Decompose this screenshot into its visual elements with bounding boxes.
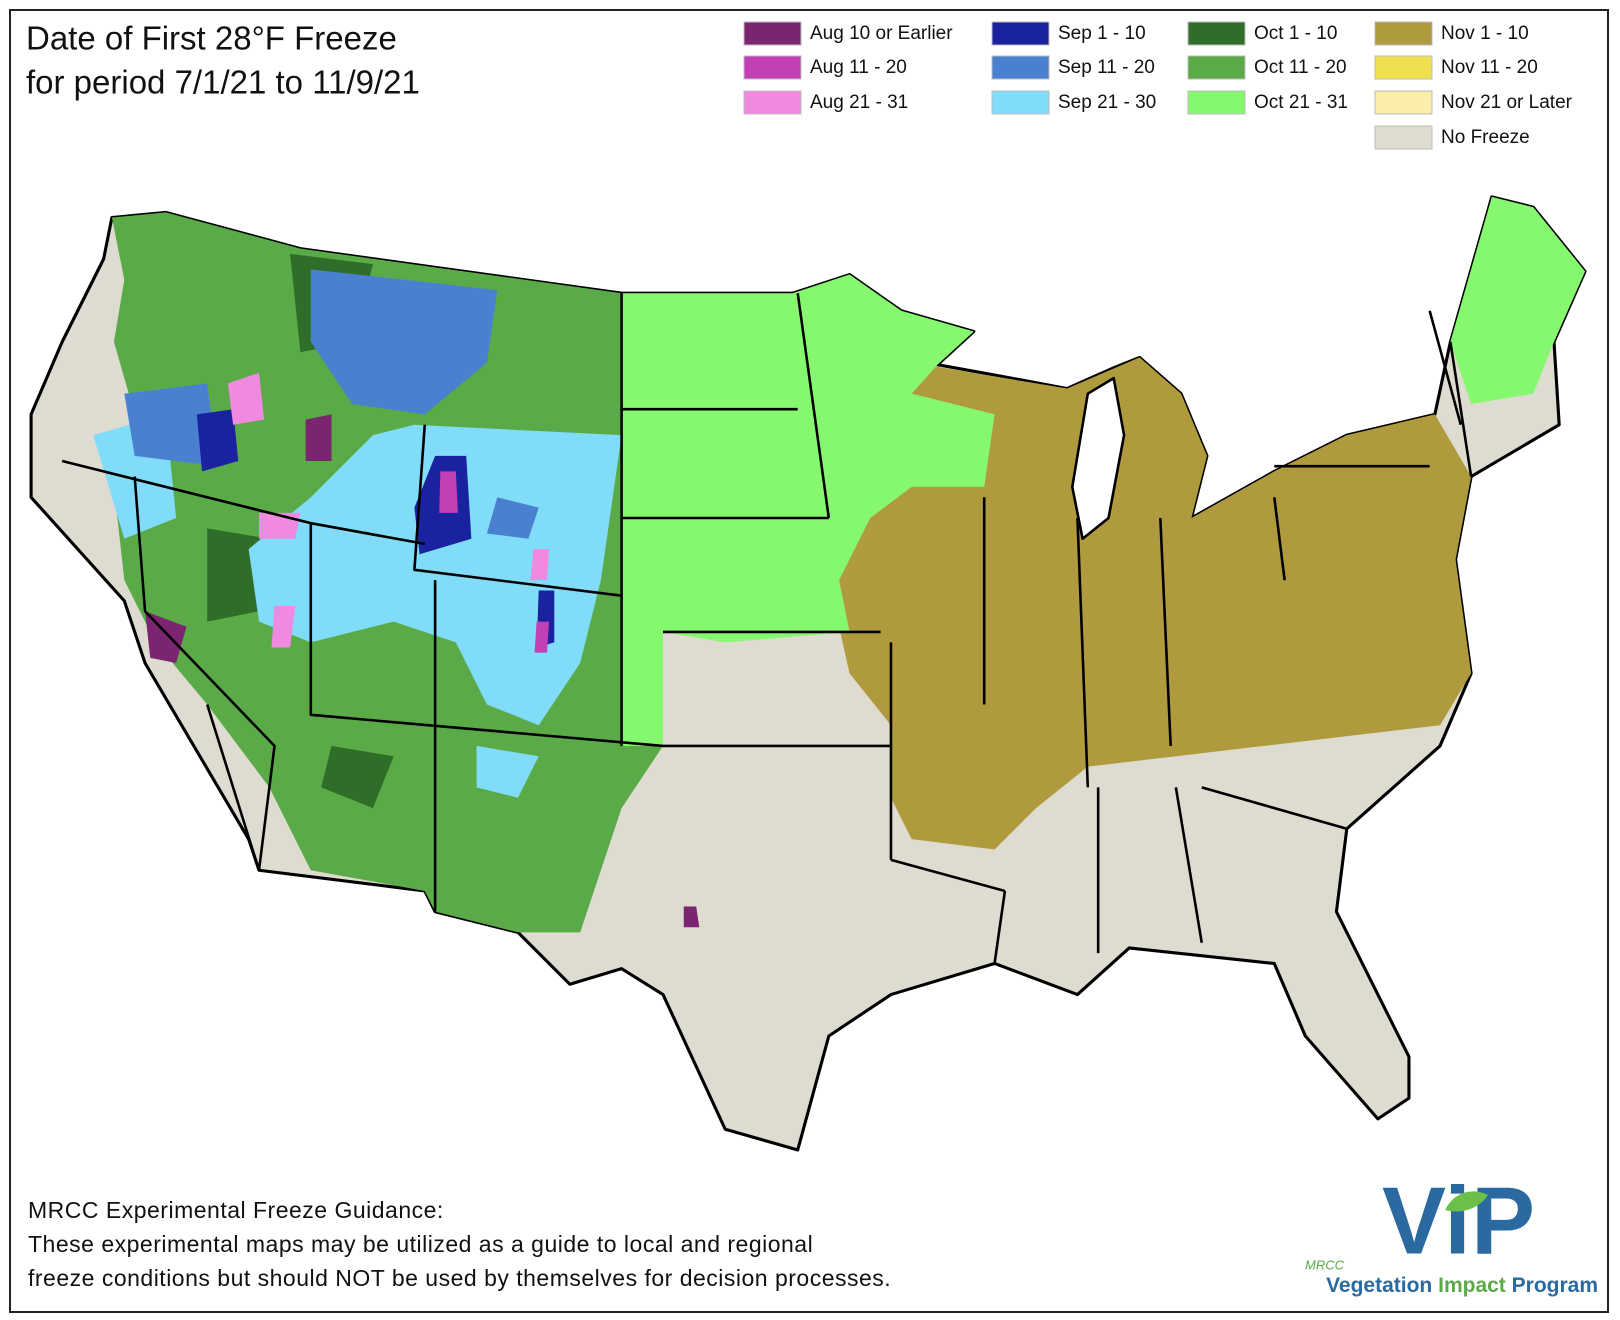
region-sep-early — [196, 409, 555, 648]
legend-swatch — [1187, 55, 1246, 80]
legend-label: Sep 21 - 30 — [1058, 92, 1156, 113]
logo-word: Vegetation — [1326, 1274, 1432, 1297]
legend-label: Oct 11 - 20 — [1254, 57, 1347, 78]
region-nov — [828, 357, 1472, 850]
logo-name: Vegetation Impact Program — [1326, 1274, 1598, 1297]
legend-label: Sep 1 - 10 — [1058, 23, 1146, 44]
logo-leaf — [1445, 1191, 1488, 1212]
legend-swatch — [743, 90, 802, 115]
footer-line: freeze conditions but should NOT be used… — [28, 1265, 891, 1291]
legend-swatch — [1374, 90, 1433, 115]
us-map — [29, 195, 1587, 1152]
legend-swatch — [743, 55, 802, 80]
legend-label: Oct 21 - 31 — [1254, 92, 1348, 113]
legend-label: Nov 11 - 20 — [1441, 57, 1538, 78]
legend-label: No Freeze — [1441, 127, 1530, 148]
logo-mark: ViP — [1382, 1167, 1535, 1274]
legend-label: Aug 21 - 31 — [810, 92, 908, 113]
legend-label: Nov 21 or Later — [1441, 92, 1573, 113]
footer-line: These experimental maps may be utilized … — [28, 1231, 813, 1257]
logo-small: MRCC — [1305, 1257, 1345, 1272]
legend-label: Oct 1 - 10 — [1254, 23, 1337, 44]
legend-label: Aug 11 - 20 — [810, 57, 907, 78]
lake-michigan — [1070, 376, 1126, 541]
footer-heading: MRCC Experimental Freeze Guidance: — [28, 1197, 444, 1223]
legend-swatch — [743, 21, 802, 46]
legend-swatch — [1187, 21, 1246, 46]
legend-label: Aug 10 or Earlier — [810, 23, 953, 44]
legend: Aug 10 or Earlier Aug 11 - 20 Aug 21 - 31 S… — [743, 21, 1573, 150]
legend-swatch — [991, 21, 1050, 46]
title-line: Date of First 28°F Freeze — [26, 20, 397, 57]
region-aug-late — [227, 372, 550, 648]
legend-swatch — [1187, 90, 1246, 115]
logo: MRCC ViP Vegetation Impact Program — [1305, 1167, 1598, 1296]
legend-swatch — [991, 55, 1050, 80]
logo-word: Impact — [1438, 1274, 1506, 1297]
state-lines — [61, 293, 1473, 964]
logo-word: Program — [1512, 1274, 1598, 1297]
legend-swatch — [1374, 55, 1433, 80]
region-aug-mid — [439, 471, 550, 653]
legend-swatch — [1374, 21, 1433, 46]
legend-swatch — [1374, 125, 1433, 150]
legend-label: Sep 11 - 20 — [1058, 57, 1155, 78]
region-sep-late — [93, 414, 622, 798]
region-sep-mid — [124, 269, 539, 539]
legend-swatch — [991, 90, 1050, 115]
legend-label: Nov 1 - 10 — [1441, 23, 1529, 44]
title-line: for period 7/1/21 to 11/9/21 — [26, 64, 420, 101]
region-oct-late — [621, 274, 995, 746]
region-oct-late-ne — [1450, 196, 1586, 405]
